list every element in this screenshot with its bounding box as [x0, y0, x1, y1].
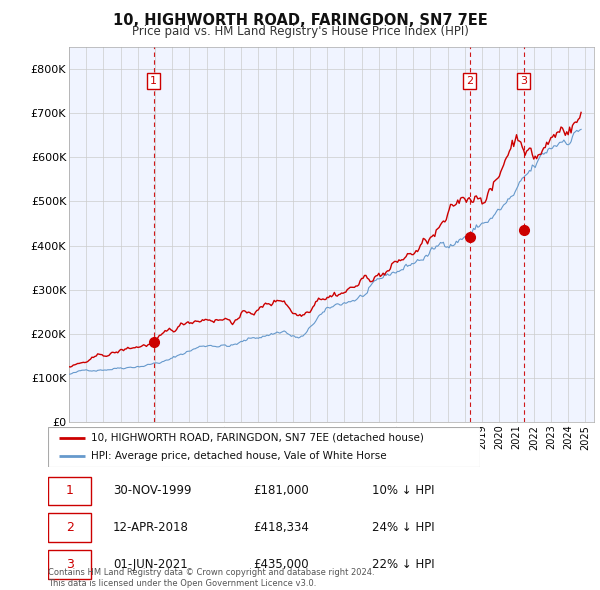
FancyBboxPatch shape	[48, 477, 91, 505]
Text: 3: 3	[65, 558, 74, 571]
Text: 22% ↓ HPI: 22% ↓ HPI	[372, 558, 434, 571]
FancyBboxPatch shape	[48, 513, 91, 542]
Text: 10% ↓ HPI: 10% ↓ HPI	[372, 484, 434, 497]
Text: 24% ↓ HPI: 24% ↓ HPI	[372, 521, 434, 535]
Text: 10, HIGHWORTH ROAD, FARINGDON, SN7 7EE (detached house): 10, HIGHWORTH ROAD, FARINGDON, SN7 7EE (…	[91, 433, 424, 443]
Text: 2: 2	[466, 76, 473, 86]
Text: 2: 2	[65, 521, 74, 535]
Text: Price paid vs. HM Land Registry's House Price Index (HPI): Price paid vs. HM Land Registry's House …	[131, 25, 469, 38]
Text: £435,000: £435,000	[253, 558, 309, 571]
Text: 12-APR-2018: 12-APR-2018	[113, 521, 188, 535]
Text: 10, HIGHWORTH ROAD, FARINGDON, SN7 7EE: 10, HIGHWORTH ROAD, FARINGDON, SN7 7EE	[113, 13, 487, 28]
Text: 3: 3	[520, 76, 527, 86]
Text: 01-JUN-2021: 01-JUN-2021	[113, 558, 188, 571]
Text: 1: 1	[65, 484, 74, 497]
Text: 30-NOV-1999: 30-NOV-1999	[113, 484, 191, 497]
Text: £181,000: £181,000	[253, 484, 309, 497]
Text: £418,334: £418,334	[253, 521, 309, 535]
Text: HPI: Average price, detached house, Vale of White Horse: HPI: Average price, detached house, Vale…	[91, 451, 387, 461]
FancyBboxPatch shape	[48, 550, 91, 579]
Text: Contains HM Land Registry data © Crown copyright and database right 2024.
This d: Contains HM Land Registry data © Crown c…	[48, 568, 374, 588]
Text: 1: 1	[150, 76, 157, 86]
